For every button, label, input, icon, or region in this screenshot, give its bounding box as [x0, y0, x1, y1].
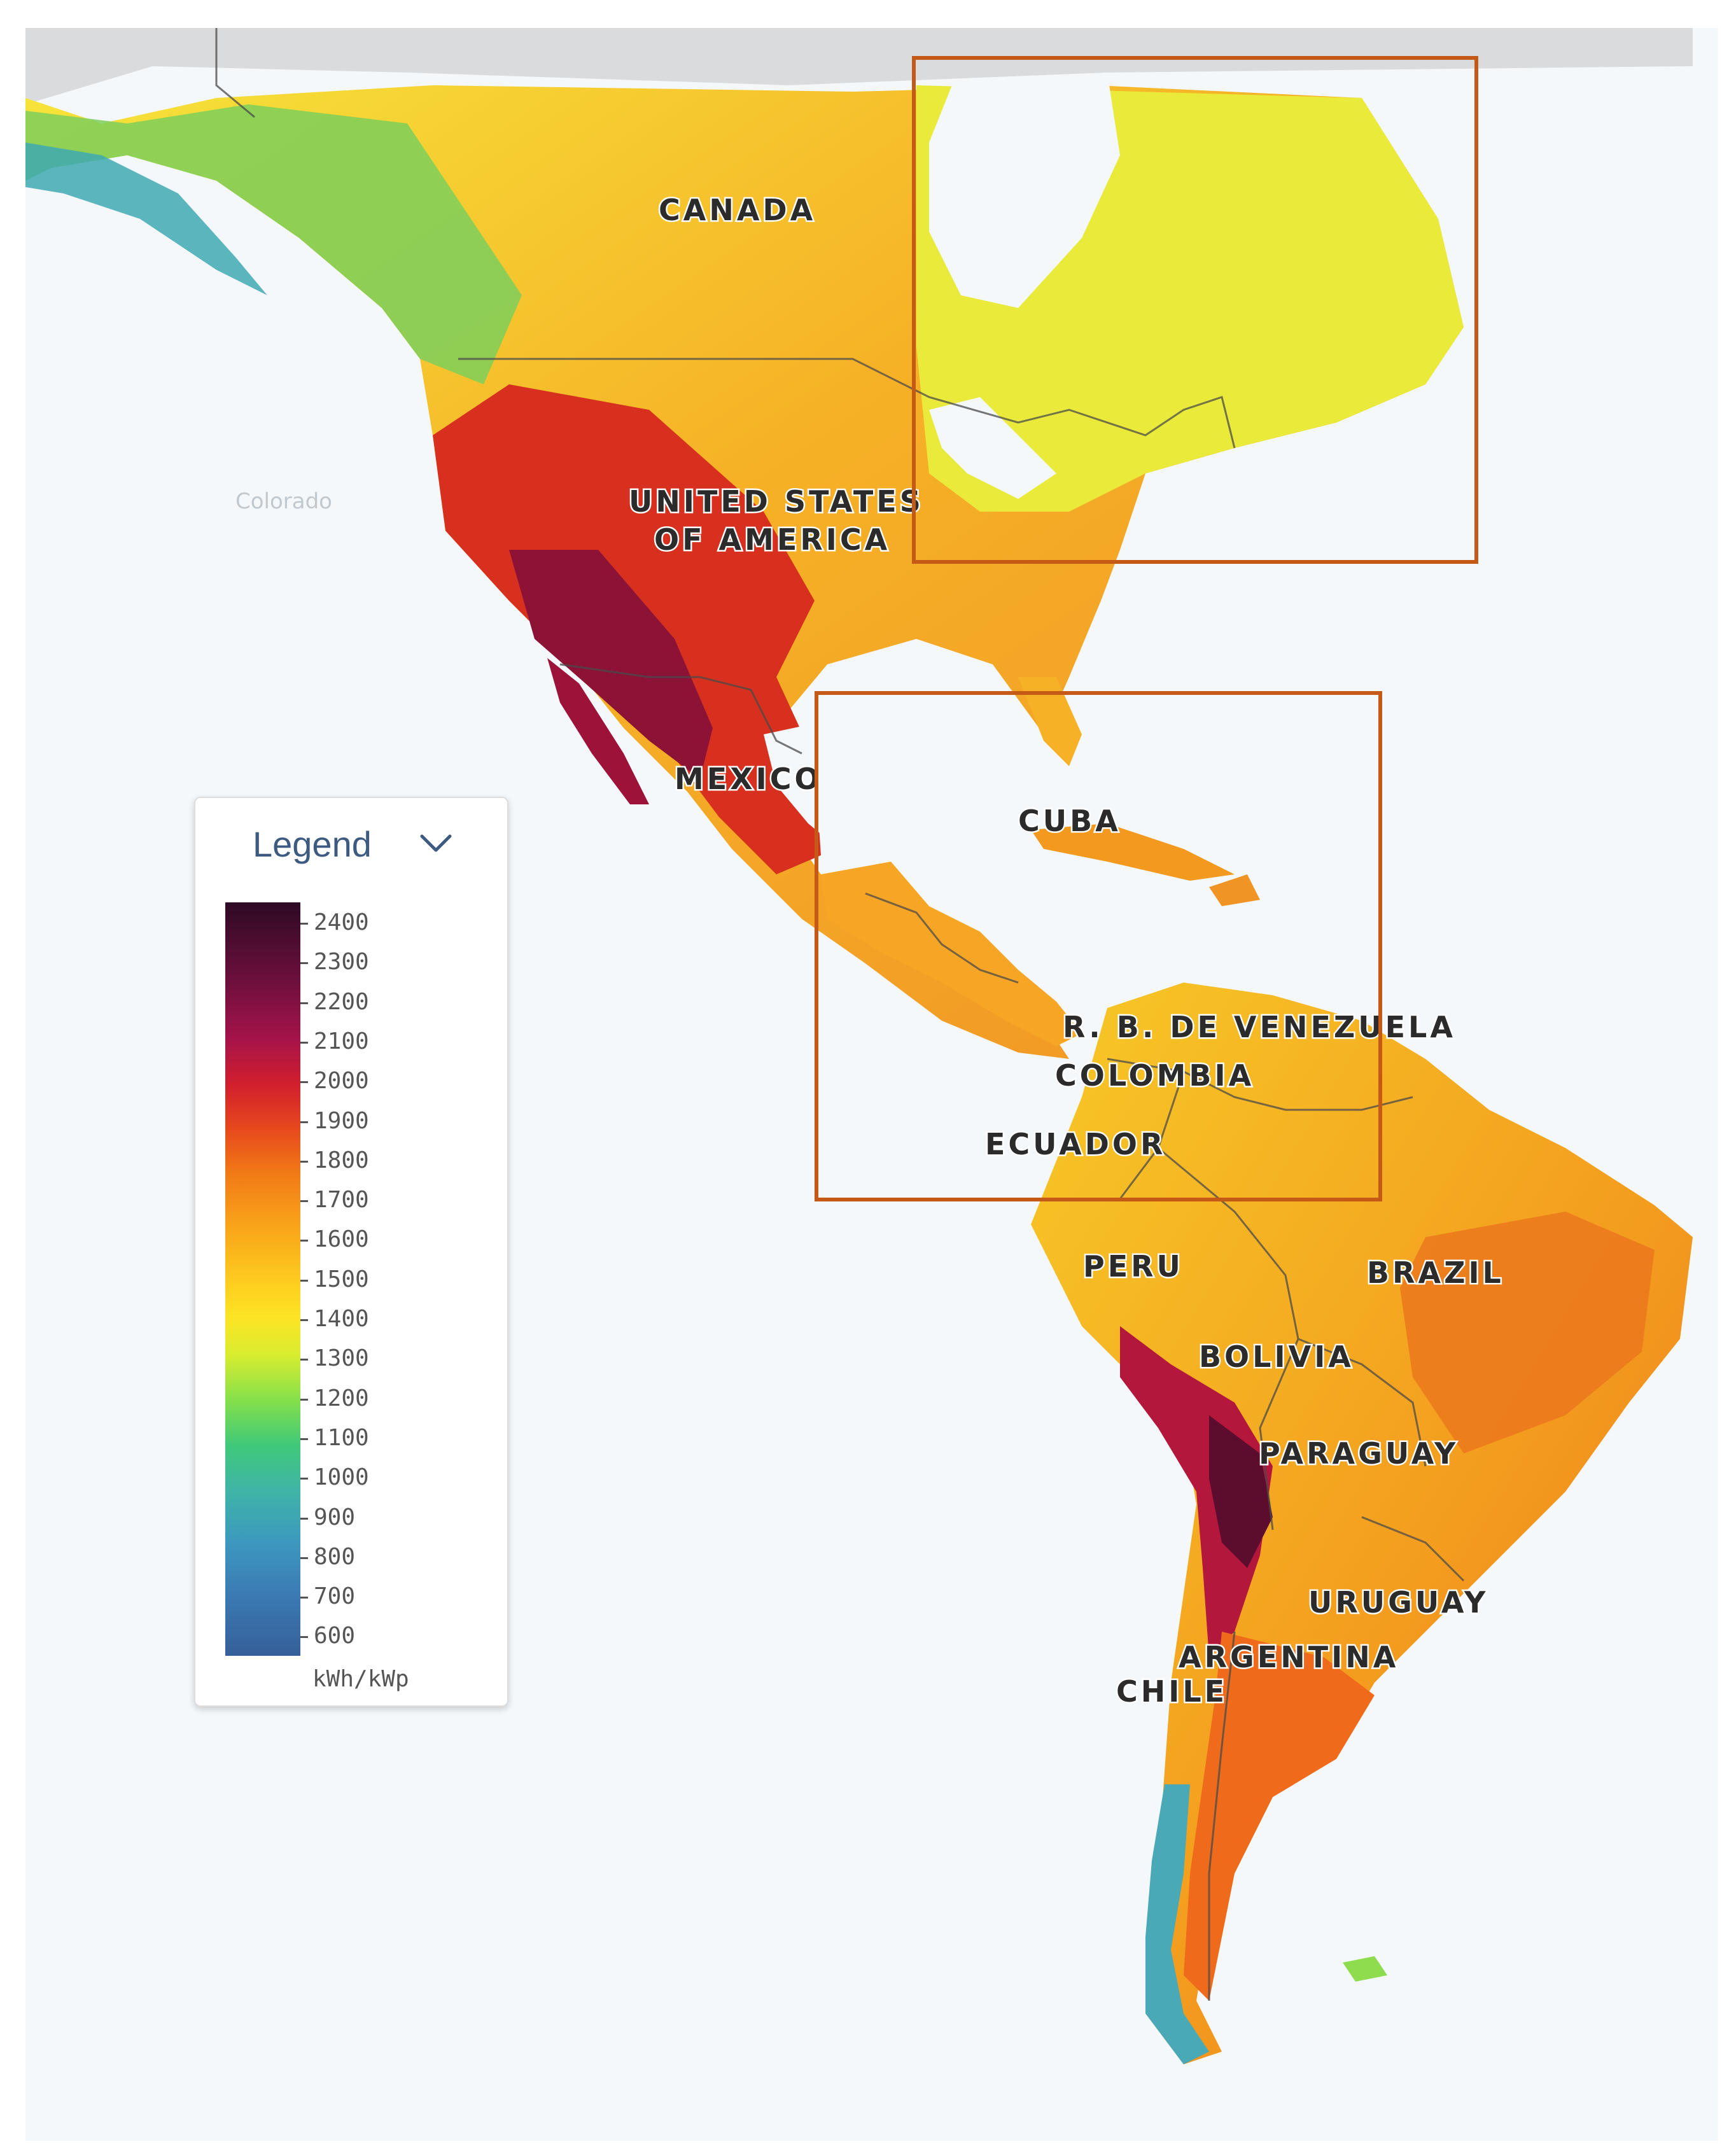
alaska-canada-border: [215, 28, 255, 118]
us-mexico-border: [559, 663, 802, 755]
label-ecuador: ECUADOR: [985, 1127, 1166, 1161]
label-colombia: COLOMBIA: [1055, 1058, 1254, 1093]
legend-tick-label: 2200: [314, 988, 369, 1015]
legend-tick-mark: [300, 1279, 308, 1282]
legend-tick-label: 2100: [314, 1028, 369, 1054]
country-borders: [215, 28, 1465, 2001]
southern-chile-coast: [1145, 1784, 1209, 2064]
falkland-islands: [1343, 1956, 1387, 1982]
legend-tick-mark: [300, 962, 308, 965]
legend-tick-mark: [300, 1041, 308, 1044]
legend-tick-mark: [300, 1438, 308, 1440]
legend-unit: kWh/kWp: [312, 1666, 409, 1692]
atacama-core: [1209, 1415, 1273, 1568]
legend-tick-mark: [300, 1478, 308, 1480]
florida: [1018, 677, 1082, 766]
label-cuba: CUBA: [1018, 804, 1121, 838]
legend-title: Legend: [253, 824, 372, 864]
legend-tick-label: 800: [314, 1543, 356, 1570]
label-united-states: UNITED STATES: [629, 484, 924, 519]
legend-tick-label: 1100: [314, 1424, 369, 1451]
southwest-core: [509, 550, 713, 779]
central-america-borders: [865, 892, 1019, 984]
central-america: [821, 862, 1082, 1046]
legend-tick-mark: [300, 1240, 308, 1242]
legend-tick-mark: [300, 1319, 308, 1321]
label-venezuela: R. B. DE VENEZUELA: [1063, 1010, 1456, 1044]
argentina-region: [1184, 1632, 1375, 2001]
andes-core: [1120, 1326, 1273, 1657]
brazil-interior: [1400, 1212, 1655, 1453]
legend-tick-label: 1200: [314, 1385, 369, 1411]
legend-tick-label: 700: [314, 1583, 356, 1610]
legend-tick-label: 600: [314, 1623, 356, 1649]
label-peru: PERU: [1083, 1249, 1184, 1284]
hispaniola: [1209, 874, 1260, 906]
chevron-down-icon[interactable]: [419, 832, 452, 854]
legend-tick-label: 1500: [314, 1266, 369, 1292]
legend-tick-mark: [300, 1636, 308, 1639]
legend-tick-mark: [300, 1359, 308, 1361]
legend-color-scale: [225, 902, 300, 1656]
arctic-region: [25, 28, 1693, 104]
highlight-box-northeast: [912, 56, 1478, 564]
legend-tick-label: 2000: [314, 1068, 369, 1095]
label-uruguay: URUGUAY: [1308, 1585, 1488, 1620]
legend-tick-label: 1300: [314, 1345, 369, 1372]
legend-tick-label: 1900: [314, 1107, 369, 1134]
country-labels: CANADA UNITED STATES OF AMERICA MEXICO C…: [235, 192, 1504, 1711]
legend-tick-mark: [300, 1557, 308, 1559]
legend-tick-label: 1600: [314, 1226, 369, 1253]
legend-header[interactable]: Legend: [195, 823, 507, 874]
legend-tick-mark: [300, 1597, 308, 1599]
legend-tick-label: 1800: [314, 1147, 369, 1173]
legend-tick-mark: [300, 1081, 308, 1084]
label-argentina: ARGENTINA: [1179, 1640, 1399, 1674]
legend-tick-mark: [300, 1200, 308, 1203]
hudson-bay: [929, 73, 1120, 308]
great-lakes: [929, 397, 1056, 499]
legend-tick-label: 1000: [314, 1464, 369, 1491]
cuba-island: [1031, 823, 1235, 881]
baja-peninsula: [547, 658, 649, 804]
label-faint-city: Colorado: [235, 489, 332, 514]
legend-panel: Legend 2400 2300 2200 2100 2000 1900 1800 1700 1…: [194, 797, 508, 1707]
highlight-box-caribbean: [815, 691, 1382, 1201]
solar-potential-map[interactable]: CANADA UNITED STATES OF AMERICA MEXICO C…: [25, 28, 1718, 2141]
legend-tick-label: 2400: [314, 909, 369, 935]
legend-tick-label: 900: [314, 1504, 356, 1530]
label-brazil: BRAZIL: [1367, 1256, 1504, 1290]
legend-tick-mark: [300, 1398, 308, 1401]
label-paraguay: PARAGUAY: [1259, 1436, 1459, 1471]
alaska-coast: [25, 143, 267, 295]
gulf-of-mexico: [764, 715, 1056, 855]
map-canvas: CANADA UNITED STATES OF AMERICA MEXICO C…: [25, 28, 1693, 2064]
legend-tick-mark: [300, 1160, 308, 1163]
label-of-america: OF AMERICA: [654, 522, 890, 557]
pacific-northwest-band: [25, 104, 522, 384]
label-canada: CANADA: [659, 193, 816, 227]
legend-tick-label: 1700: [314, 1187, 369, 1214]
legend-tick-label: 1400: [314, 1306, 369, 1332]
label-mexico: MEXICO: [675, 762, 823, 796]
legend-tick-mark: [300, 1517, 308, 1520]
legend-tick-mark: [300, 1121, 308, 1123]
legend-tick-mark: [300, 923, 308, 925]
label-bolivia: BOLIVIA: [1199, 1340, 1354, 1374]
label-chile: CHILE: [1116, 1674, 1228, 1709]
legend-tick-mark: [300, 1002, 308, 1004]
south-america-borders: [1107, 1058, 1465, 2001]
canada-us-border: [458, 358, 1236, 449]
legend-tick-label: 2300: [314, 949, 369, 976]
